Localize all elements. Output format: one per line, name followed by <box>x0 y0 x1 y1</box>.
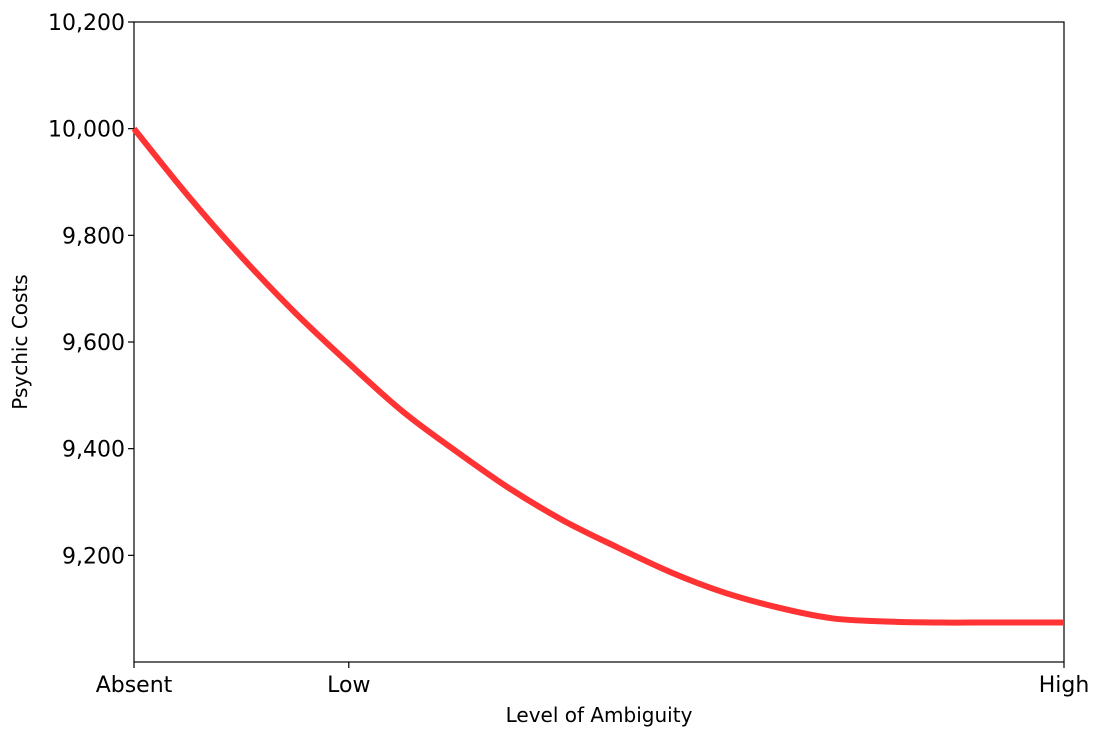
y-tick-label: 10,200 <box>48 11 125 36</box>
y-tick-label: 9,600 <box>62 331 125 356</box>
y-tick-label: 10,000 <box>48 118 125 143</box>
plot-frame <box>133 21 1065 663</box>
x-axis-ticks: Absent Low High <box>96 662 1090 698</box>
y-axis-ticks: 9,200 9,400 9,600 9,800 10,000 10,200 <box>48 11 134 569</box>
y-tick-label: 9,400 <box>62 438 125 463</box>
series-line <box>131 126 1064 626</box>
y-tick-label: 9,200 <box>62 544 125 569</box>
x-tick-label: High <box>1039 673 1090 698</box>
y-axis-title: Psychic Costs <box>8 274 32 409</box>
x-tick-label: Low <box>327 673 370 698</box>
x-tick-label: Absent <box>96 673 173 698</box>
y-tick-label: 9,800 <box>62 224 125 249</box>
x-axis-title: Level of Ambiguity <box>506 703 693 727</box>
